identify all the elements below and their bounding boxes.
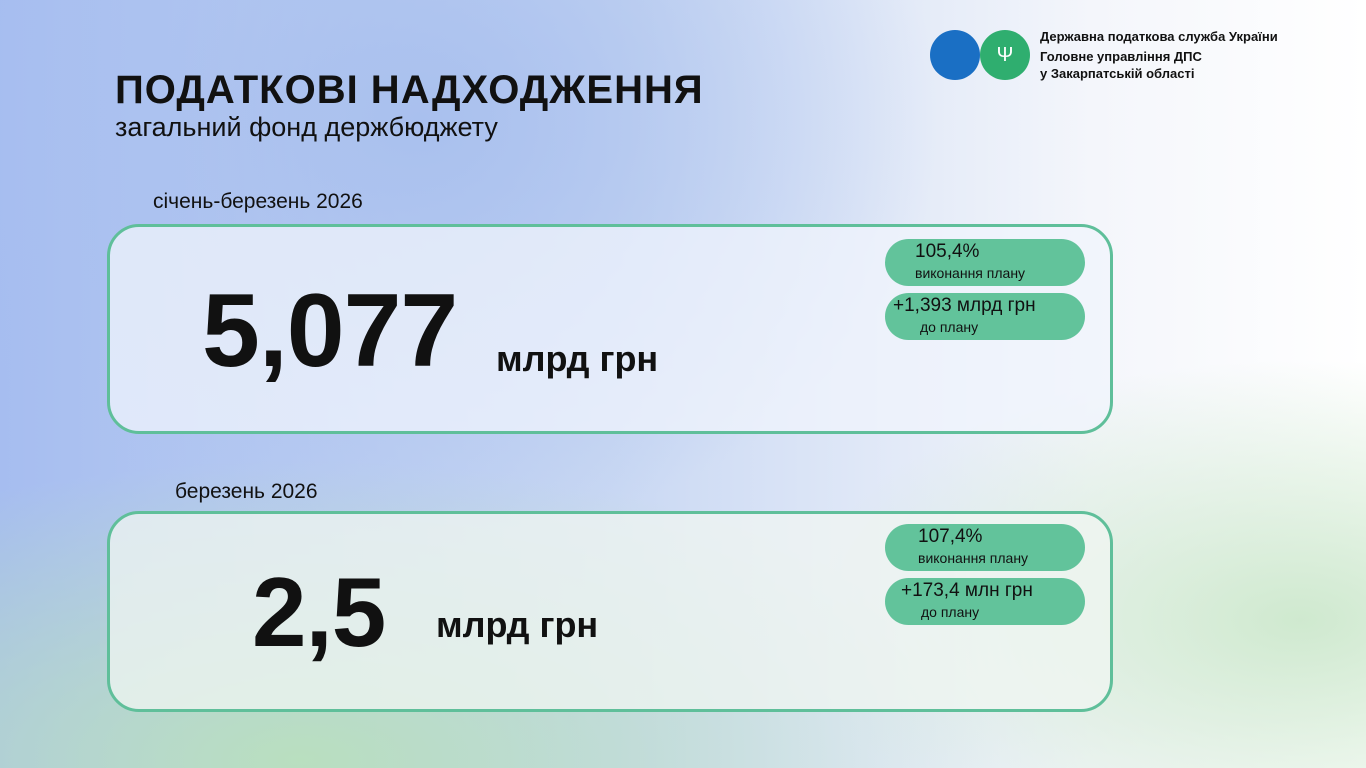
page-title: ПОДАТКОВІ НАДХОДЖЕННЯ [115,68,704,112]
period-label: січень-березень 2026 [153,190,363,213]
plan-percent-label: виконання плану [915,265,1026,281]
logo-line-1: Державна податкова служба України [1040,29,1278,44]
over-plan-label: до плану [920,319,979,335]
logo-line-2: Головне управління ДПС [1040,49,1202,64]
plan-percent-badge: 107,4% виконання плану [885,524,1085,571]
over-plan-value: +173,4 млн грн [901,580,1033,601]
period-label: березень 2026 [175,480,318,503]
total-unit: млрд грн [496,338,659,379]
plan-percent-badge: 105,4% виконання плану [885,239,1085,286]
over-plan-badge: +1,393 млрд грн до плану [885,293,1085,340]
total-unit: млрд грн [436,604,599,645]
over-plan-value: +1,393 млрд грн [893,295,1036,316]
total-value: 5,077 [202,273,458,389]
blue-circle-icon [930,30,980,80]
logo-text: Державна податкова служба України Головн… [1040,28,1278,82]
plan-percent-value: 105,4% [915,241,980,262]
total-value: 2,5 [252,557,386,667]
plan-percent-label: виконання плану [918,550,1029,566]
page-subtitle: загальний фонд держбюджету [115,112,498,142]
logo-line-3: у Закарпатській області [1040,66,1195,81]
over-plan-badge: +173,4 млн грн до плану [885,578,1085,625]
dps-logo: Ψ [930,30,1030,80]
trident-icon: Ψ [980,30,1030,80]
over-plan-label: до плану [921,604,980,620]
plan-percent-value: 107,4% [918,526,983,547]
